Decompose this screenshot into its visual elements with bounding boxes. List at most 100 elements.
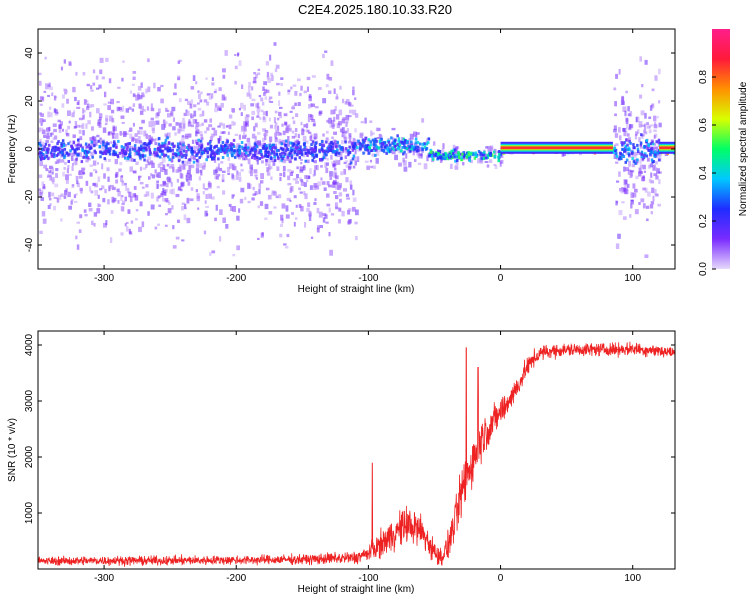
spectrogram-cell	[244, 134, 247, 138]
spectrogram-cell	[639, 143, 643, 147]
spectrogram-cell	[139, 156, 142, 160]
spectrogram-cell	[120, 151, 124, 155]
spectrogram-cell	[181, 173, 184, 179]
spectrogram-cell	[84, 213, 88, 217]
spectrogram-cell	[629, 141, 632, 145]
spectrogram-cell	[465, 155, 469, 159]
spectrogram-cell	[282, 147, 285, 151]
spectrogram-cell	[231, 120, 235, 126]
spectrogram-cell	[39, 160, 43, 167]
spectrogram-cell	[283, 171, 286, 178]
spectrogram-cell	[186, 198, 190, 204]
spectrogram-cell	[339, 85, 342, 90]
spectrogram-cell	[217, 149, 220, 153]
spectrogram-cell	[152, 121, 156, 127]
spectrogram-cell	[467, 152, 471, 156]
spectrogram-cell	[294, 140, 298, 146]
spectrogram-cell	[310, 147, 313, 151]
spectrogram-cell	[333, 172, 336, 178]
spectrogram-cell	[243, 104, 246, 111]
spectrogram-cell	[91, 155, 94, 159]
spectrogram-cell	[113, 140, 116, 144]
spectrogram-cell	[164, 153, 168, 157]
spectrogram-cell	[329, 171, 333, 177]
spectrogram-cell	[143, 194, 147, 197]
spectrogram-cell	[614, 101, 617, 107]
spectrogram-cell	[634, 209, 639, 215]
spectrogram-cell	[618, 210, 623, 216]
spectrogram-cell	[275, 152, 279, 156]
spectrogram-cell	[273, 158, 277, 162]
spectrogram-cell	[174, 83, 177, 89]
spectrogram-cell	[306, 159, 310, 164]
spectrogram-cell	[322, 144, 326, 148]
spectrogram-cell	[228, 124, 232, 130]
spectrogram-cell	[628, 137, 631, 141]
spectrogram-cell	[195, 122, 200, 127]
spectrogram-cell	[203, 162, 206, 168]
spectrogram-cell	[112, 149, 115, 153]
spectrogram-cell	[234, 65, 238, 70]
x-tick-label: -300	[94, 573, 114, 584]
spectrogram-cell	[234, 133, 239, 136]
spectrogram-cell	[182, 163, 186, 170]
spectrogram-cell	[292, 178, 297, 181]
spectrogram-cell	[272, 160, 276, 166]
spectrogram-cell	[126, 221, 129, 224]
spectrogram-cell	[354, 160, 357, 166]
spectrogram-cell	[380, 145, 383, 148]
spectrogram-cell	[348, 219, 351, 225]
spectrogram-cell	[634, 188, 638, 193]
spectrogram-cell	[364, 136, 367, 140]
spectrogram-cell	[352, 86, 355, 90]
spectrogram-cell	[40, 197, 44, 201]
spectrogram-cell	[258, 183, 262, 189]
spectrogram-cell	[209, 136, 213, 141]
spectrogram-cell	[315, 153, 319, 157]
spectrogram-cell	[181, 136, 185, 142]
spectrogram-cell	[644, 112, 647, 119]
spectrogram-cell	[125, 108, 129, 113]
spectrogram-cell	[54, 148, 58, 152]
spectrogram-cell	[73, 110, 76, 114]
spectrogram-cell	[319, 158, 322, 161]
spectrogram-cell	[643, 131, 648, 135]
spectrogram-cell	[187, 197, 190, 201]
spectrogram-cell	[248, 81, 251, 88]
spectrogram-cell	[79, 136, 83, 141]
spectrogram-cell	[139, 148, 142, 152]
spectrogram-cell	[281, 122, 284, 128]
spectrogram-cell	[43, 134, 47, 138]
spectrogram-cell	[87, 158, 91, 161]
spectrogram-cell	[111, 109, 115, 114]
spectrogram-cell	[296, 150, 300, 153]
spectrogram-heatmap	[38, 42, 675, 258]
spectrogram-cell	[647, 191, 651, 197]
spectrogram-cell	[386, 148, 389, 152]
spectrogram-cell	[142, 149, 145, 153]
spectrogram-cell	[131, 108, 135, 112]
spectrogram-cell	[649, 152, 652, 156]
spectrogram-cell	[250, 156, 254, 160]
spectrogram-cell	[165, 107, 168, 112]
spectrogram-cell	[111, 196, 115, 203]
spectrogram-cell	[172, 225, 175, 230]
spectrogram-cell	[287, 182, 292, 186]
spectrogram-cell	[171, 205, 174, 210]
spectrogram-cell	[139, 201, 143, 207]
spectrogram-cell	[630, 192, 634, 198]
spectrogram-cell	[147, 142, 151, 146]
spectrogram-cell	[172, 155, 175, 159]
spectrogram-cell	[253, 154, 257, 158]
spectrogram-cell	[207, 148, 211, 152]
spectrogram-cell	[624, 179, 628, 185]
spectrogram-cell	[188, 165, 192, 171]
spectrogram-cell	[177, 128, 181, 134]
spectrogram-cell	[258, 95, 262, 98]
spectrogram-cell	[396, 134, 399, 138]
spectrogram-cell	[274, 110, 278, 114]
spectrogram-cell	[99, 57, 104, 63]
spectrogram-cell	[326, 157, 329, 161]
